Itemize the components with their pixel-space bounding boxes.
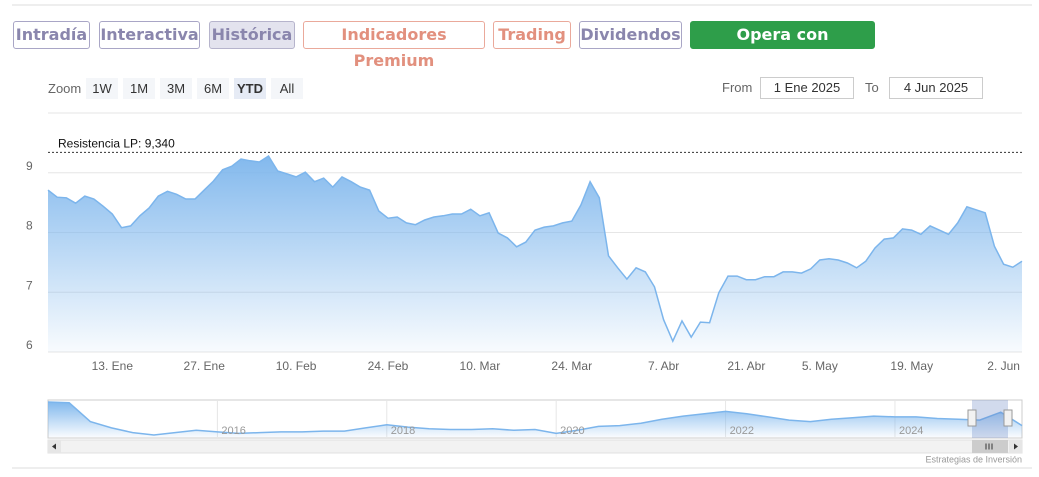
zoom-button[interactable]: All (271, 78, 303, 99)
resistance-label: Resistencia LP: 9,340 (58, 137, 175, 151)
to-input[interactable]: 4 Jun 2025 (889, 77, 983, 99)
navigator-handle[interactable] (1003, 409, 1013, 427)
tab[interactable]: Intradía (13, 21, 90, 49)
x-tick-label: 21. Abr (727, 359, 765, 373)
y-tick-label: 7 (26, 278, 33, 292)
scroll-right[interactable] (1009, 440, 1022, 453)
x-tick-label: 24. Mar (551, 359, 592, 373)
y-tick-label: 9 (26, 159, 33, 173)
scroll-left[interactable] (48, 440, 61, 453)
y-tick-label: 8 (26, 219, 33, 233)
zoom-button[interactable]: YTD (234, 78, 266, 99)
x-tick-label: 5. May (802, 359, 838, 373)
area-fill (48, 156, 1022, 352)
from-input[interactable]: 1 Ene 2025 (760, 77, 854, 99)
scrollbar-track[interactable] (47, 439, 1023, 454)
navigator-label: 2024 (899, 425, 923, 437)
scrollbar-grip (985, 443, 993, 450)
navigator-label: 2016 (221, 425, 245, 437)
tab-cta[interactable]: Opera con Freedom24 (690, 21, 875, 70)
scrollbar-thumb[interactable] (972, 440, 1008, 453)
x-tick-label: 7. Abr (648, 359, 679, 373)
tab[interactable]: Trading (493, 21, 571, 49)
arrow-right (1014, 443, 1018, 450)
to-label: To (865, 80, 879, 95)
navigator-label: 2022 (730, 425, 754, 437)
from-label: From (722, 80, 753, 95)
navigator-label: 2018 (391, 425, 415, 437)
tab[interactable]: Indicadores Premium (303, 21, 485, 70)
arrow-left (52, 443, 56, 450)
x-tick-label: 27. Ene (184, 359, 226, 373)
navigator-frame (47, 399, 1023, 439)
y-tick-label: 6 (26, 338, 33, 352)
zoom-button[interactable]: 1M (123, 78, 155, 99)
tab[interactable]: Interactiva (99, 21, 200, 49)
x-tick-label: 10. Mar (460, 359, 501, 373)
x-tick-label: 19. May (890, 359, 933, 373)
zoom-button[interactable]: 1W (86, 78, 118, 99)
zoom-label: Zoom (48, 81, 82, 96)
tab[interactable]: Histórica (209, 21, 295, 49)
x-tick-label: 2. Jun (987, 359, 1020, 373)
zoom-button[interactable]: 3M (160, 78, 192, 99)
credit[interactable]: Estrategias de Inversión (925, 454, 1022, 464)
line (47, 154, 1023, 344)
x-tick-label: 10. Feb (276, 359, 317, 373)
navigator-label: 2020 (560, 425, 584, 437)
line (47, 401, 1023, 436)
x-tick-label: 13. Ene (92, 359, 134, 373)
tab[interactable]: Dividendos (579, 21, 682, 49)
navigator-handle[interactable] (967, 409, 977, 427)
zoom-button[interactable]: 6M (197, 78, 229, 99)
x-tick-label: 24. Feb (368, 359, 409, 373)
navigator-selection[interactable] (972, 400, 1008, 438)
area-fill (48, 402, 1022, 437)
